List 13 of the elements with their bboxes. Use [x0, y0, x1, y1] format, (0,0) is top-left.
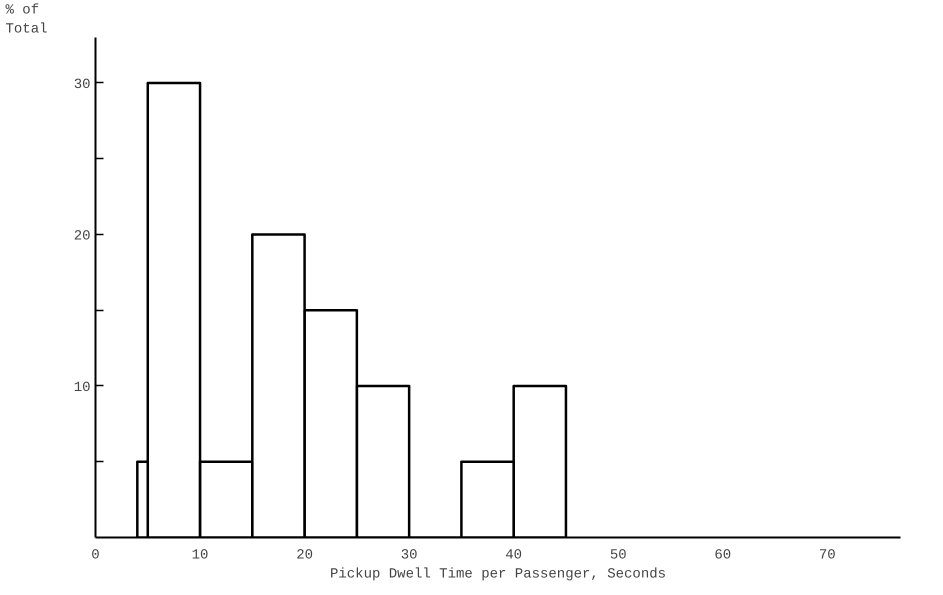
x-tick-label: 10 [192, 548, 208, 564]
x-tick-label: 70 [818, 548, 836, 564]
x-axis-title: Pickup Dwell Time per Passenger, Seconds [330, 566, 666, 582]
y-axis-title: % of Total [6, 2, 48, 38]
x-tick-label: 30 [400, 548, 418, 564]
x-tick-label: 40 [505, 548, 522, 564]
y-tick-label: 20 [74, 228, 91, 244]
x-tick-label: 50 [610, 548, 627, 564]
x-tick-label: 20 [296, 548, 313, 564]
x-tick-label: 60 [714, 548, 732, 564]
x-tick-label: 0 [91, 548, 100, 564]
y-tick-label: 10 [74, 380, 91, 396]
y-tick-label: 30 [74, 76, 91, 93]
